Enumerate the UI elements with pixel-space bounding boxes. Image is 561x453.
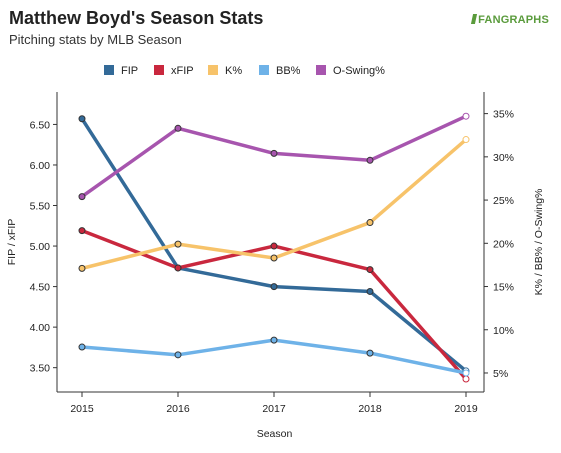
legend-swatch-bb- [259,65,269,75]
legend-label-bb-: BB% [276,65,301,77]
right-tick-label: 5% [493,368,508,380]
data-point-o-swing- [462,112,470,120]
data-point-xfip [174,264,182,272]
data-point-xfip [462,375,470,383]
right-tick-label: 20% [493,238,514,250]
data-point-k- [270,254,278,262]
x-tick-label: 2019 [454,403,478,415]
data-point-xfip [78,227,86,235]
legend-label-xfip: xFIP [171,65,194,77]
data-point-o-swing- [270,149,278,157]
data-point-bb- [366,349,374,357]
data-point-o-swing- [78,193,86,201]
x-tick-label: 2016 [166,403,190,415]
chart-subtitle: Pitching stats by MLB Season [9,32,182,47]
legend-swatch-xfip [154,65,164,75]
left-tick-label: 4.50 [30,282,51,294]
data-point-bb- [78,343,86,351]
right-tick-label: 35% [493,109,514,121]
left-tick-label: 6.50 [30,119,51,131]
logo-text: FANGRAPHS [478,14,549,26]
data-point-k- [462,136,470,144]
legend-label-fip: FIP [121,65,138,77]
right-tick-label: 30% [493,152,514,164]
right-axis-title: K% / BB% / O-Swing% [533,189,545,296]
legend-swatch-k- [208,65,218,75]
series-line-bb- [80,338,468,375]
data-point-k- [174,240,182,248]
legend-label-o-swing-: O-Swing% [333,65,385,77]
right-tick-label: 25% [493,195,514,207]
fangraphs-logo: FANGRAPHS [471,14,549,26]
data-point-xfip [366,266,374,274]
left-tick-label: 5.50 [30,201,51,213]
left-tick-label: 4.00 [30,322,51,334]
left-tick-label: 3.50 [30,363,51,375]
chart-title: Matthew Boyd's Season Stats [9,8,264,28]
legend-swatch-fip [104,65,114,75]
data-point-xfip [270,242,278,250]
data-point-k- [366,219,374,227]
x-tick-label: 2018 [358,403,382,415]
data-point-fip [366,287,374,295]
right-tick-label: 15% [493,282,514,294]
left-tick-label: 6.00 [30,160,51,172]
right-tick-label: 10% [493,325,514,337]
data-point-k- [78,264,86,272]
data-point-bb- [174,351,182,359]
x-axis-title: Season [257,428,293,440]
data-point-o-swing- [174,124,182,132]
left-axis-title: FIP / xFIP [6,219,18,265]
legend-swatch-o-swing- [316,65,326,75]
x-tick-label: 2017 [262,403,286,415]
x-tick-label: 2015 [70,403,94,415]
left-tick-label: 5.00 [30,241,51,253]
data-point-bb- [462,369,470,377]
data-point-o-swing- [366,156,374,164]
data-point-bb- [270,336,278,344]
data-point-fip [270,283,278,291]
legend-label-k-: K% [225,65,242,77]
data-point-fip [78,115,86,123]
